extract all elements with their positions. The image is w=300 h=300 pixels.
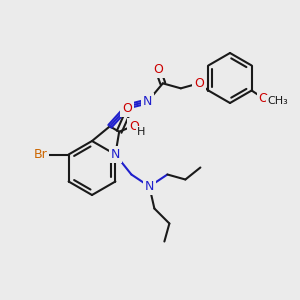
Text: Br: Br <box>34 148 47 161</box>
Text: N: N <box>123 100 133 113</box>
Text: N: N <box>111 148 120 161</box>
Text: O: O <box>259 92 269 105</box>
Text: N: N <box>145 180 154 193</box>
Text: O: O <box>129 120 139 133</box>
Text: CH₃: CH₃ <box>267 97 288 106</box>
Text: N: N <box>143 95 152 108</box>
Text: H: H <box>137 127 146 137</box>
Text: O: O <box>194 77 204 90</box>
Text: O: O <box>122 102 132 115</box>
Text: O: O <box>153 63 163 76</box>
